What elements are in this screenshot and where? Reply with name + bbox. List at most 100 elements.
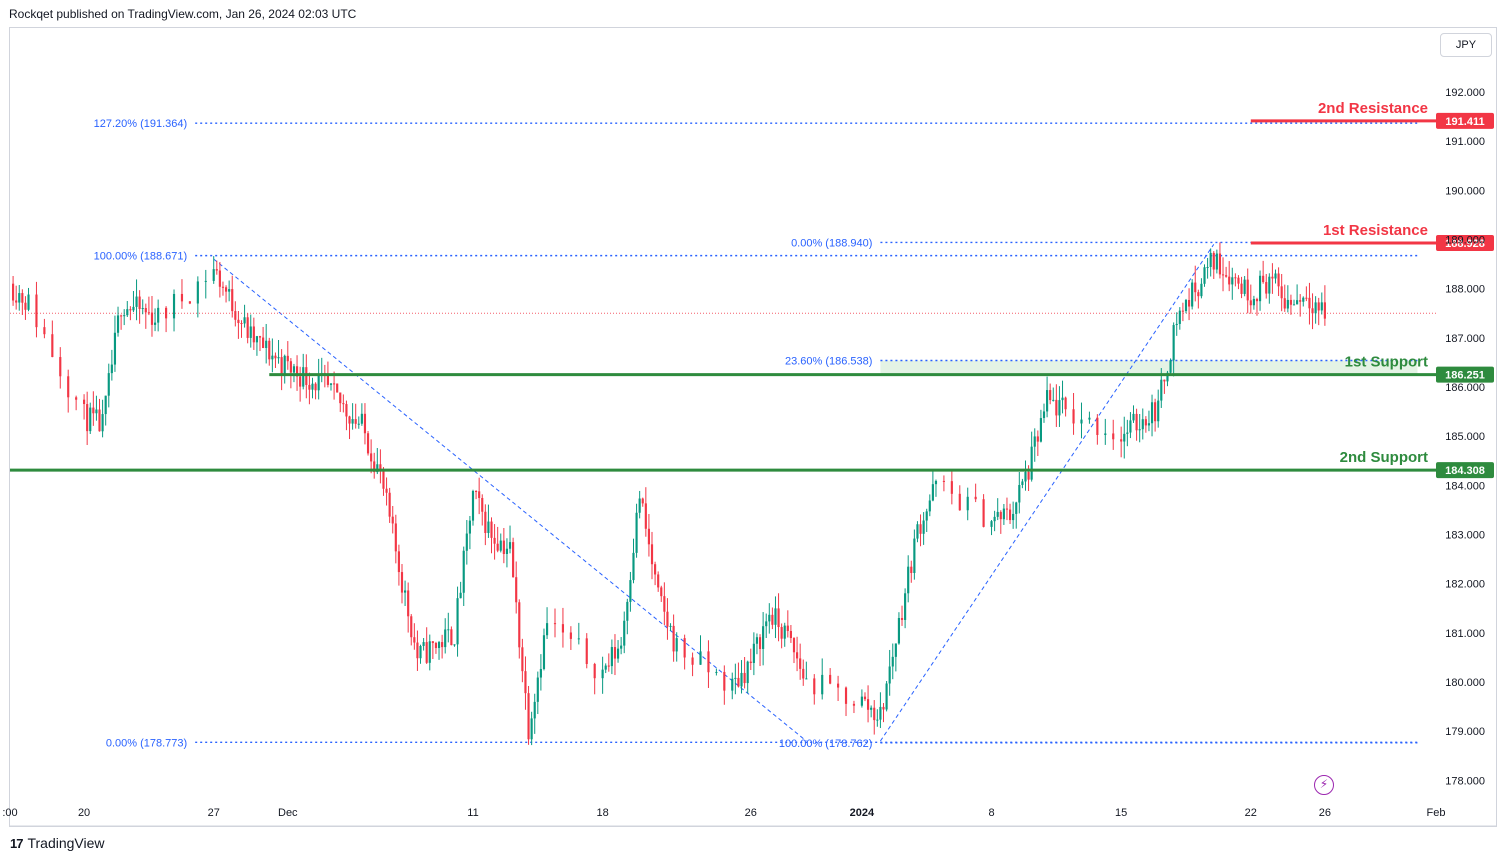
candle-body [821, 674, 824, 695]
level-value-4: 184.308 [1445, 465, 1485, 477]
candle-body [527, 693, 530, 740]
candle-body [413, 637, 416, 643]
fib-label-6: 100.00% (178.762) [779, 738, 873, 750]
candle-body [314, 383, 317, 391]
candle-body [400, 572, 404, 593]
fib-label-2: 100.00% (188.671) [94, 251, 188, 263]
candle-body [1147, 423, 1151, 426]
candle-body [675, 638, 678, 652]
level-name-3: 1st Support [1345, 354, 1428, 371]
candle-body [993, 516, 996, 522]
candle-body [768, 614, 771, 622]
candle-body [707, 651, 710, 673]
candle-body [650, 544, 654, 565]
candle-body [1064, 397, 1067, 410]
candle-body [666, 611, 669, 627]
candle-body [107, 373, 110, 396]
x-tick-label: 2024 [850, 807, 875, 819]
candle-body [919, 524, 922, 534]
candle-body [89, 407, 92, 432]
currency-selector[interactable]: JPY [1440, 33, 1492, 57]
footer-brand[interactable]: 17 TradingView [10, 835, 105, 851]
x-tick-label: 22 [1245, 807, 1257, 819]
candle-body [1221, 274, 1225, 276]
candle-body [468, 520, 471, 534]
candle-body [545, 623, 549, 636]
candle-body [1175, 323, 1178, 326]
fib-label-4: 23.60% (186.538) [785, 356, 872, 368]
level-name-4: 2nd Support [1340, 449, 1428, 466]
candle-body [1169, 360, 1172, 373]
candle-body [1129, 420, 1132, 433]
candle-body [437, 642, 441, 649]
candle-body [147, 312, 150, 314]
candle-body [456, 598, 459, 645]
candle-body [515, 577, 518, 603]
candle-body [471, 491, 475, 521]
candle-body [974, 496, 977, 500]
candle-body [336, 383, 339, 393]
candle-body [1132, 413, 1135, 421]
level-badge-4 [1436, 462, 1494, 479]
candle-body [1024, 471, 1027, 482]
candle-body [876, 719, 879, 721]
y-tick-label: 185.000 [1445, 431, 1485, 443]
candle-body [882, 706, 885, 710]
candle-body [561, 624, 565, 633]
candle-body [1323, 302, 1326, 319]
trend-line-1 [213, 258, 807, 742]
candle-body [789, 630, 792, 639]
candle-body [1314, 302, 1317, 314]
candle-body [1157, 400, 1160, 422]
candle-body [885, 683, 888, 710]
candle-body [299, 376, 302, 387]
candle-body [910, 566, 913, 574]
y-tick-label: 180.000 [1445, 677, 1485, 689]
candle-body [1096, 417, 1099, 435]
candle-body [505, 548, 509, 554]
candle-body [379, 464, 382, 470]
y-tick-label: 186.000 [1445, 382, 1485, 394]
candle-body [231, 289, 234, 312]
candle-body [481, 497, 484, 512]
candle-body [1308, 297, 1311, 309]
candle-body [1055, 399, 1058, 416]
candle-body [1008, 509, 1012, 521]
candle-body [604, 665, 607, 670]
fib-label-5: 0.00% (178.773) [106, 737, 187, 749]
candle-body [737, 677, 740, 687]
y-tick-label: 188.000 [1445, 284, 1485, 296]
candle-body [123, 315, 126, 317]
candle-body [422, 642, 425, 646]
candle-body [786, 625, 789, 631]
candle-body [1015, 502, 1018, 514]
candle-body [431, 641, 434, 644]
candle-body [829, 674, 832, 684]
candle-body [805, 678, 808, 680]
candle-body [1255, 298, 1259, 302]
candle-body [601, 669, 604, 679]
candle-body [1274, 273, 1277, 279]
candle-body [1277, 273, 1280, 287]
candle-body [907, 566, 910, 594]
candle-body [879, 706, 882, 720]
candle-body [218, 270, 221, 287]
candle-body [271, 355, 274, 360]
y-tick-label: 178.000 [1445, 775, 1485, 787]
candle-body [740, 672, 743, 687]
candle-body [654, 564, 657, 575]
candle-body [385, 488, 388, 493]
candle-body [1249, 300, 1252, 306]
candle-body [1030, 446, 1033, 480]
candle-body [691, 657, 694, 665]
candle-body [283, 355, 286, 374]
candle-body [388, 492, 391, 517]
candle-body [165, 307, 168, 319]
candle-body [866, 699, 870, 710]
candle-body [150, 312, 154, 325]
candle-body [533, 701, 536, 719]
candle-body [1072, 409, 1075, 424]
lightning-icon[interactable]: ⚡ [1314, 775, 1334, 795]
candle-body [1184, 299, 1188, 312]
